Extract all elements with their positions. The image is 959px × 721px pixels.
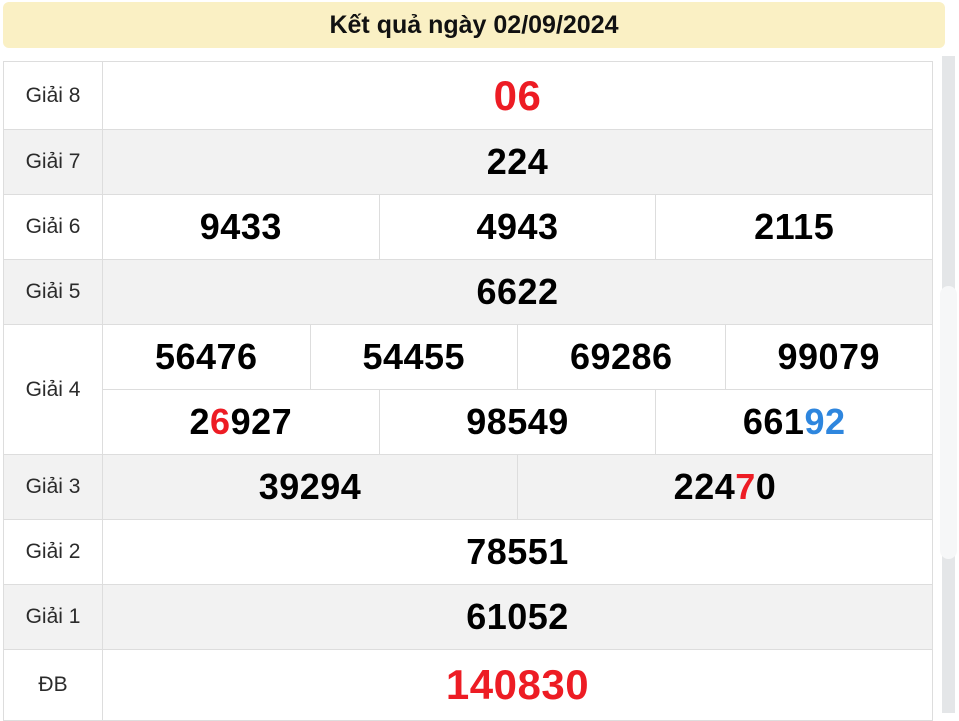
prize-label: Giải 1 [4, 585, 103, 649]
prize-values: 06 [103, 62, 932, 129]
prize-values: 39294 224 7 0 [103, 455, 932, 519]
digits: 98549 [466, 401, 569, 442]
digits: 61052 [466, 596, 569, 637]
value-line: 06 [103, 62, 932, 129]
table-row: ĐB 140830 [4, 650, 932, 721]
value-line: 56476 54455 69286 99079 [103, 325, 932, 389]
prize-number: 224 7 0 [517, 455, 932, 519]
prize-label: Giải 7 [4, 130, 103, 194]
highlight-digits: 92 [804, 401, 846, 442]
prize-number: 99079 [724, 325, 933, 389]
prize-label: Giải 8 [4, 62, 103, 129]
scrollbar-thumb[interactable] [940, 286, 957, 559]
prize-label: Giải 2 [4, 520, 103, 584]
prize-number: 2115 [655, 195, 932, 259]
digits: 224 [673, 466, 736, 507]
prize-label: Giải 3 [4, 455, 103, 519]
prize-label: Giải 4 [4, 325, 103, 454]
highlight-digits: 7 [735, 466, 756, 507]
prize-number: 224 [103, 130, 932, 194]
prize-values: 9433 4943 2115 [103, 195, 932, 259]
prize-number: 4943 [378, 195, 656, 259]
table-row: Giải 1 61052 [4, 585, 932, 650]
prize-number: 69286 [517, 325, 725, 389]
prize-values: 61052 [103, 585, 932, 649]
value-line: 9433 4943 2115 [103, 195, 932, 259]
scrollbar-track[interactable] [940, 56, 957, 713]
digits: 927 [230, 401, 293, 442]
digits: 56476 [154, 336, 258, 377]
results-title: Kết quả ngày 02/09/2024 [329, 10, 619, 39]
value-line: 224 [103, 130, 932, 194]
prize-number: 140830 [103, 650, 932, 720]
digits: 99079 [777, 336, 881, 377]
digits: 39294 [258, 466, 362, 507]
digits: 9433 [199, 206, 282, 247]
table-row: Giải 5 6622 [4, 260, 932, 325]
table-row: Giải 2 78551 [4, 520, 932, 585]
value-line: 6622 [103, 260, 932, 324]
highlight-digits: 6 [210, 401, 231, 442]
value-line: 61052 [103, 585, 932, 649]
digits: 78551 [466, 531, 569, 572]
value-line: 78551 [103, 520, 932, 584]
value-line: 39294 224 7 0 [103, 455, 932, 519]
prize-number: 06 [103, 62, 932, 129]
digits: 2 [189, 401, 211, 442]
prize-number: 78551 [103, 520, 932, 584]
digits: 54455 [362, 336, 466, 377]
prize-label: Giải 6 [4, 195, 103, 259]
highlight-digits: 140830 [445, 661, 590, 708]
prize-values: 56476 54455 69286 99079 2 6 927 98549 661 92 [103, 325, 932, 454]
digits: 4943 [476, 206, 559, 247]
results-header: Kết quả ngày 02/09/2024 [3, 2, 945, 48]
value-line: 2 6 927 98549 661 92 [103, 389, 932, 454]
prize-number: 661 92 [655, 390, 932, 454]
prize-number: 98549 [378, 390, 656, 454]
prize-number: 56476 [103, 325, 310, 389]
digits: 224 [486, 141, 549, 182]
highlight-digits: 06 [493, 71, 542, 119]
table-row: Giải 6 9433 4943 2115 [4, 195, 932, 260]
digits: 69286 [569, 336, 673, 377]
prize-number: 9433 [103, 195, 379, 259]
table-row: Giải 3 39294 224 7 0 [4, 455, 932, 520]
digits: 2115 [754, 206, 835, 247]
prize-label: ĐB [4, 650, 103, 720]
table-row: Giải 8 06 [4, 62, 932, 130]
table-row: Giải 7 224 [4, 130, 932, 195]
prize-number: 2 6 927 [103, 390, 379, 454]
prize-number: 54455 [309, 325, 518, 389]
prize-values: 78551 [103, 520, 932, 584]
digits: 0 [755, 466, 777, 507]
digits: 6622 [476, 271, 559, 312]
digits: 661 [742, 401, 805, 442]
value-line: 140830 [103, 650, 932, 720]
results-table: Giải 8 06 Giải 7 224 Giải 6 9433 4943 2115 Giải … [3, 61, 933, 721]
prize-values: 224 [103, 130, 932, 194]
prize-number: 39294 [103, 455, 517, 519]
table-row: Giải 4 56476 54455 69286 99079 2 6 927 98549 661 9… [4, 325, 932, 455]
prize-label: Giải 5 [4, 260, 103, 324]
prize-values: 6622 [103, 260, 932, 324]
prize-values: 140830 [103, 650, 932, 720]
prize-number: 6622 [103, 260, 932, 324]
prize-number: 61052 [103, 585, 932, 649]
